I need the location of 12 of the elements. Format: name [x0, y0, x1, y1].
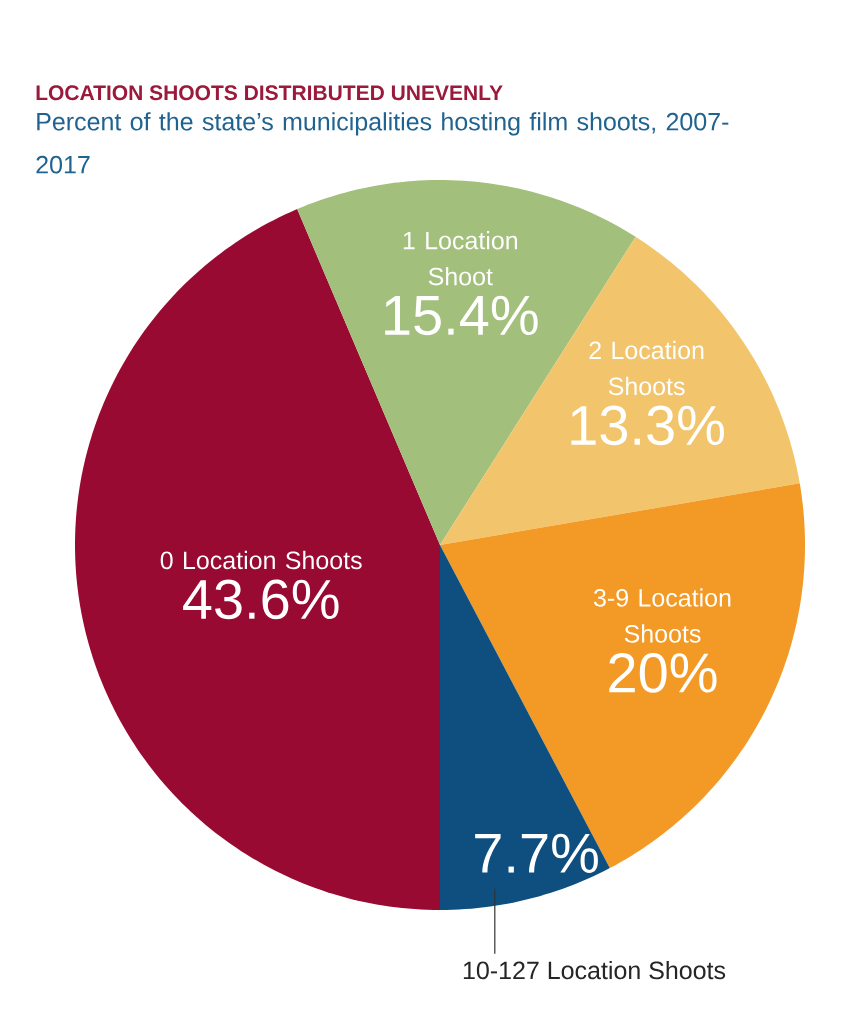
data-label: 15.4%: [385, 295, 538, 336]
slice-label: 3-9 Location Shoots: [593, 588, 731, 643]
data-label: 20%: [609, 653, 717, 693]
data-label: 43.6%: [183, 579, 339, 620]
data-label: 7.7%: [475, 833, 598, 873]
data-label: 13.3%: [571, 405, 724, 446]
slice-label: 1 Location Shoot: [403, 231, 518, 286]
slice-label: 0 Location Shoots: [160, 550, 362, 570]
slice-label: 2 Location Shoots: [589, 340, 704, 396]
chart-title: LOCATION SHOOTS DISTRIBUTED UNEVENLY: [36, 85, 503, 101]
slice-label: 10-127 Location Shoots: [463, 960, 726, 980]
chart-subtitle: Percent of the state’s municipalities hosting film shoots, 2007-2017: [36, 112, 729, 174]
